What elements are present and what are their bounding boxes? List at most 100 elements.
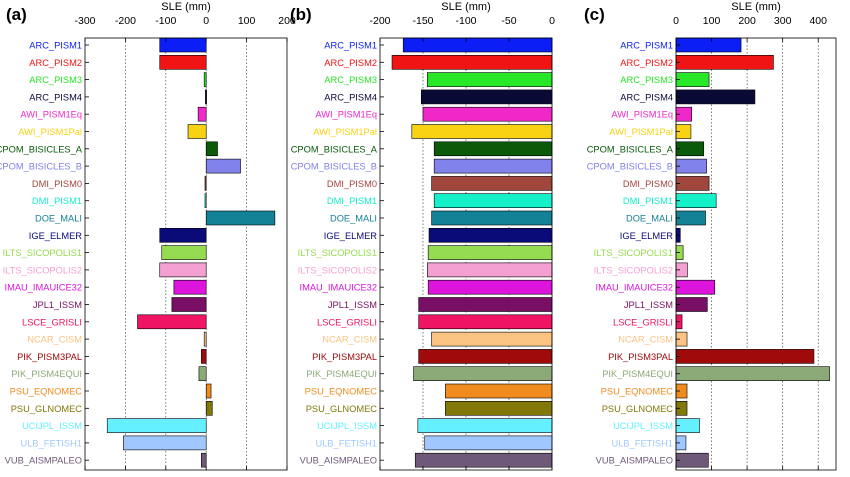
x-tick-label: -200	[115, 15, 136, 27]
category-label: JPL1_ISSM	[33, 300, 82, 310]
bar-arc-pism2	[675, 54, 774, 70]
bar-jpl1-issm	[675, 297, 708, 312]
category-label: ARC_PISM1	[620, 41, 673, 51]
bar-cpom-bisicles-a	[205, 141, 218, 157]
category-label: IGE_ELMER	[29, 231, 83, 241]
x-tick-label: 100	[238, 15, 256, 27]
bar-psu-eqnomec	[445, 383, 553, 399]
category-label: PIK_PISM4EQUI	[11, 369, 82, 379]
bar-lsce-grisli	[418, 314, 553, 330]
bar-pik-pism4equi	[198, 366, 207, 382]
bar-arc-pism4	[675, 89, 756, 105]
bar-awi-pism1eq	[197, 106, 207, 122]
bar-imau-imauice32	[173, 279, 207, 295]
bar-arc-pism1	[402, 37, 553, 53]
category-label: IMAU_IMAUICE32	[596, 283, 674, 293]
category-label: ILTS_SICOPOLIS2	[298, 265, 377, 275]
bar-ncar-cism	[203, 331, 207, 347]
category-label: PSU_EQNOMEC	[601, 387, 674, 397]
category-label: DOE_MALI	[35, 214, 82, 224]
x-tick-label: 0	[673, 15, 679, 27]
axis-title: SLE (mm)	[441, 1, 491, 13]
bar-pik-pism3pal	[418, 349, 553, 364]
bar-awi-pism1pal	[187, 124, 207, 139]
panel-label: (a)	[6, 5, 27, 24]
bar-doe-mali	[431, 210, 553, 226]
bar-vub-aismpaleo	[675, 452, 709, 468]
category-label: ILTS_SICOPOLIS1	[3, 248, 82, 258]
bar-ucijpl-issm	[417, 418, 553, 433]
category-label: JPL1_ISSM	[328, 300, 377, 310]
x-tick-label: -100	[155, 15, 176, 27]
bar-arc-pism2	[159, 54, 207, 70]
category-label: PSU_GLNOMEC	[11, 404, 83, 414]
bar-jpl1-issm	[171, 297, 207, 312]
category-label: ARC_PISM4	[620, 92, 673, 102]
category-label: NCAR_CISM	[27, 335, 82, 345]
bar-dmi-pism1	[433, 193, 553, 208]
axis-title: SLE (mm)	[161, 1, 211, 13]
bar-lsce-grisli	[137, 314, 207, 330]
category-label: UCIJPL_ISSM	[317, 421, 377, 431]
x-tick-label: 200	[738, 15, 756, 27]
x-tick-label: -300	[74, 15, 95, 27]
x-tick-label: -100	[455, 15, 476, 27]
category-label: NCAR_CISM	[618, 335, 673, 345]
bar-psu-eqnomec	[205, 383, 212, 399]
bar-arc-pism2	[391, 54, 553, 70]
bar-ncar-cism	[431, 331, 553, 347]
bar-cpom-bisicles-a	[433, 141, 553, 157]
category-label: ULB_FETISH1	[316, 438, 377, 448]
category-label: AWI_PISM1Pal	[609, 127, 673, 137]
plot-frame	[84, 37, 288, 471]
category-label: PIK_PISM3PAL	[17, 352, 82, 362]
category-label: NCAR_CISM	[322, 335, 377, 345]
category-label: ULB_FETISH1	[612, 438, 673, 448]
category-label: PSU_EQNOMEC	[10, 387, 83, 397]
category-label: DMI_PISM0	[623, 179, 673, 189]
category-label: ARC_PISM3	[29, 75, 82, 85]
bar-psu-glnomec	[205, 400, 213, 416]
category-label: UCIJPL_ISSM	[22, 421, 82, 431]
bar-ilts-sicopolis2	[426, 262, 553, 278]
category-label: LSCE_GRISLI	[22, 317, 82, 327]
category-label: ARC_PISM2	[29, 58, 82, 68]
category-label: CPOM_BISICLES_B	[0, 162, 82, 172]
bar-arc-pism4	[205, 89, 207, 105]
x-tick-label: 0	[203, 15, 209, 27]
x-tick-label: 100	[703, 15, 721, 27]
category-label: PIK_PISM3PAL	[608, 352, 673, 362]
bar-cpom-bisicles-b	[205, 158, 241, 174]
category-label: LSCE_GRISLI	[613, 317, 673, 327]
category-label: IGE_ELMER	[324, 231, 378, 241]
category-label: ARC_PISM1	[29, 41, 82, 51]
category-label: ULB_FETISH1	[21, 438, 82, 448]
category-label: PSU_EQNOMEC	[305, 387, 378, 397]
bar-cpom-bisicles-b	[433, 158, 553, 174]
bar-ige-elmer	[159, 228, 207, 243]
bar-dmi-pism0	[431, 176, 553, 191]
bar-arc-pism4	[420, 89, 553, 105]
category-label: VUB_AISMPALEO	[596, 456, 673, 466]
bar-dmi-pism0	[204, 176, 207, 191]
category-label: ARC_PISM4	[29, 92, 82, 102]
category-label: JPL1_ISSM	[624, 300, 673, 310]
category-label: CPOM_BISICLES_B	[587, 162, 673, 172]
category-label: PIK_PISM4EQUI	[306, 369, 377, 379]
x-tick-label: -150	[412, 15, 433, 27]
category-label: CPOM_BISICLES_A	[0, 144, 83, 154]
category-label: IMAU_IMAUICE32	[5, 283, 83, 293]
category-label: DMI_PISM0	[32, 179, 82, 189]
category-label: AWI_PISM1Eq	[20, 110, 82, 120]
category-label: ILTS_SICOPOLIS2	[594, 265, 673, 275]
category-label: UCIJPL_ISSM	[613, 421, 673, 431]
category-label: DMI_PISM1	[32, 196, 82, 206]
bar-ulb-fetish1	[123, 435, 207, 451]
bar-cpom-bisicles-b	[675, 158, 707, 174]
bar-awi-pism1eq	[422, 106, 553, 122]
category-label: DMI_PISM1	[327, 196, 377, 206]
bar-psu-glnomec	[445, 400, 553, 416]
category-label: ARC_PISM1	[324, 41, 377, 51]
panel-a: (a) SLE (mm) -300 -200 -100 0 100 200 ARC_PISM1 A…	[0, 1, 296, 471]
